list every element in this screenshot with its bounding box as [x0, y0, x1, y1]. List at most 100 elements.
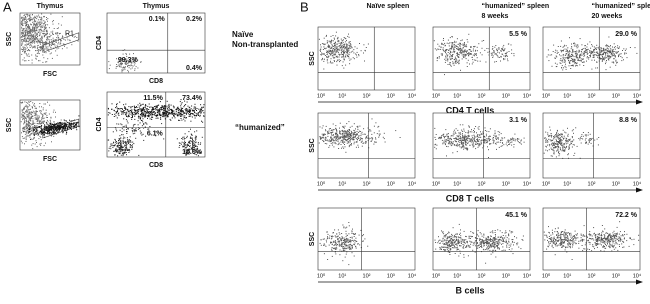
event-dot [36, 18, 38, 20]
event-dot [319, 138, 321, 140]
event-dot [146, 110, 148, 111]
event-dot [449, 63, 450, 65]
event-dot [467, 41, 469, 43]
event-dot [194, 148, 196, 150]
event-dot [513, 144, 515, 145]
event-dot [352, 50, 354, 52]
event-dot [344, 51, 346, 52]
event-dot [33, 46, 35, 48]
event-dot [151, 111, 153, 113]
event-dot [26, 35, 28, 37]
event-dot [508, 140, 510, 142]
event-dot [123, 110, 124, 112]
event-dot [472, 141, 474, 143]
event-dot [608, 56, 610, 58]
event-dot [320, 46, 322, 48]
event-dot [462, 133, 463, 135]
event-dot [370, 141, 372, 142]
event-dot [586, 51, 588, 53]
event-dot [22, 59, 24, 61]
event-dot [53, 125, 55, 126]
event-dot [136, 130, 137, 132]
event-dot [596, 47, 598, 49]
event-dot [192, 143, 194, 144]
event-dot [184, 145, 186, 147]
event-dot [448, 142, 450, 144]
event-dot [591, 53, 593, 55]
event-dot [188, 111, 189, 113]
event-dot [458, 63, 460, 65]
event-dot [158, 113, 160, 115]
event-dot [367, 135, 369, 137]
event-dot [333, 60, 335, 61]
event-dot [455, 145, 457, 147]
event-dot [574, 63, 576, 65]
event-dot [60, 119, 62, 121]
event-dot [180, 112, 182, 114]
event-dot [498, 47, 500, 49]
event-dot [69, 126, 71, 128]
event-dot [125, 124, 127, 126]
event-dot [119, 139, 121, 141]
event-dot [601, 58, 603, 60]
event-dot [133, 60, 135, 62]
event-dot [124, 145, 126, 147]
event-dot [544, 138, 546, 139]
event-dot [466, 142, 468, 144]
event-dot [40, 48, 42, 50]
event-dot [39, 42, 41, 44]
event-dot [124, 69, 126, 71]
event-dot [556, 140, 557, 142]
event-dot [463, 136, 465, 138]
event-dot [49, 119, 51, 121]
event-dot [119, 63, 121, 65]
event-dot [21, 25, 23, 27]
event-dot [173, 106, 175, 108]
event-dot [447, 146, 449, 148]
event-dot [127, 108, 129, 110]
event-dot [45, 126, 47, 128]
event-dot [43, 131, 45, 133]
event-dot [563, 135, 565, 137]
event-dot [470, 138, 472, 140]
event-dot [572, 51, 574, 53]
event-dot [52, 47, 54, 49]
event-dot [344, 130, 346, 132]
event-dot [353, 143, 355, 145]
event-dot [465, 147, 467, 149]
event-dot [357, 129, 359, 131]
event-dot [52, 20, 54, 21]
event-dot [46, 38, 47, 40]
event-dot [163, 108, 165, 110]
event-dot [35, 23, 37, 25]
event-dot [27, 38, 29, 39]
event-dot [22, 112, 24, 113]
event-dot [26, 135, 28, 137]
event-dot [190, 147, 192, 149]
event-dot [356, 54, 357, 56]
event-dot [132, 60, 134, 62]
event-dot [191, 137, 193, 139]
event-dot [38, 40, 40, 41]
event-dot [607, 55, 608, 57]
event-dot [25, 131, 27, 133]
event-dot [29, 50, 31, 52]
event-dot [62, 127, 64, 129]
event-dot [52, 111, 54, 113]
event-dot [465, 54, 467, 56]
event-dot [47, 125, 49, 127]
event-dot [560, 51, 562, 53]
event-dot [49, 126, 51, 128]
event-dot [453, 131, 455, 133]
event-dot [329, 128, 331, 129]
event-dot [33, 137, 35, 139]
event-dot [613, 43, 615, 45]
event-dot [448, 135, 449, 137]
event-dot [128, 111, 130, 112]
event-dot [601, 55, 603, 57]
event-dot [35, 58, 37, 60]
event-dot [451, 44, 453, 46]
event-dot [25, 29, 27, 31]
event-dot [353, 141, 355, 143]
event-dot [143, 114, 145, 115]
